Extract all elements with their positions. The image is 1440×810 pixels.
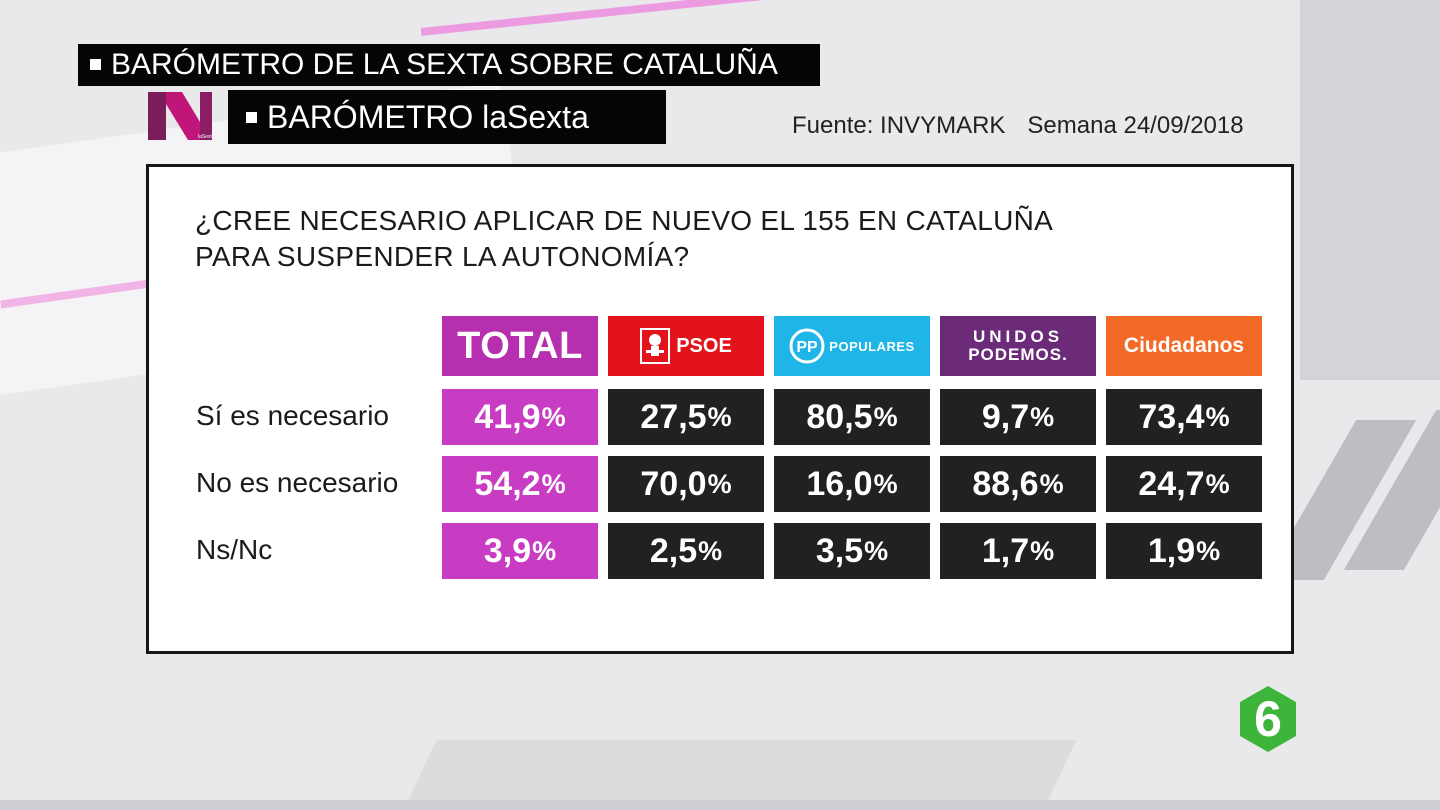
cell-nsnc-podemos: 1,7% [940, 523, 1096, 579]
podemos-label-line1: UNIDOS [972, 327, 1064, 346]
total-label: TOTAL [457, 324, 583, 367]
lasexta-channel-logo: 6 [1240, 686, 1296, 752]
row-label-nsnc: Ns/Nc [196, 534, 273, 565]
cell-nsnc-ciudadanos: 1,9% [1106, 523, 1262, 579]
column-header-total: TOTAL [442, 316, 598, 376]
unit-symbol: % [1205, 468, 1230, 499]
square-bullet-icon [246, 112, 257, 124]
value-nsnc-psoe: 2,5 [649, 531, 698, 570]
value-no-pp: 16,0 [806, 464, 873, 503]
value-nsnc-podemos: 1,7 [981, 531, 1030, 570]
cell-nsnc-psoe: 2,5% [608, 523, 764, 579]
pp-label: POPULARES [829, 338, 915, 354]
square-bullet-icon [90, 58, 101, 70]
unit-symbol: % [864, 535, 889, 566]
cell-no-total: 54,2% [442, 456, 598, 512]
value-no-psoe: 70,0 [640, 464, 707, 503]
value-si-podemos: 9,7 [981, 397, 1030, 436]
cell-nsnc-pp: 3,5% [774, 523, 930, 579]
subtitle-banner: BARÓMETRO laSexta [228, 90, 666, 144]
value-si-psoe: 27,5 [640, 397, 707, 436]
cell-si-psoe: 27,5% [608, 389, 764, 445]
unit-symbol: % [873, 468, 898, 499]
source-line: Fuente: INVYMARK Semana 24/09/2018 [792, 112, 1244, 140]
unit-symbol: % [1196, 535, 1221, 566]
value-no-podemos: 88,6 [972, 464, 1039, 503]
lasexta-noticias-logo: laSexta [148, 92, 212, 140]
question-line-1: ¿CREE NECESARIO APLICAR DE NUEVO EL 155 … [195, 205, 1054, 236]
source-text: Fuente: INVYMARK [792, 112, 1006, 139]
psoe-rose-icon [640, 328, 671, 364]
row-label-si: Sí es necesario [196, 400, 389, 431]
cell-no-podemos: 88,6% [940, 456, 1096, 512]
channel-logo-text: 6 [1254, 691, 1282, 747]
row-label-no: No es necesario [196, 467, 399, 498]
unit-symbol: % [532, 535, 557, 566]
cell-no-psoe: 70,0% [608, 456, 764, 512]
question-title: ¿CREE NECESARIO APLICAR DE NUEVO EL 155 … [195, 203, 1053, 275]
value-si-pp: 80,5 [806, 397, 873, 436]
psoe-label: PSOE [676, 334, 732, 357]
value-nsnc-pp: 3,5 [815, 531, 864, 570]
value-nsnc-ciudadanos: 1,9 [1147, 531, 1196, 570]
unit-symbol: % [707, 401, 732, 432]
unit-symbol: % [1030, 401, 1055, 432]
unit-symbol: % [1030, 535, 1055, 566]
column-header-pp: PP POPULARES [774, 316, 930, 376]
unit-symbol: % [698, 535, 723, 566]
top-title: BARÓMETRO DE LA SEXTA SOBRE CATALUÑA [111, 48, 778, 81]
question-line-2: PARA SUSPENDER LA AUTONOMÍA? [195, 241, 690, 272]
value-si-total: 41,9 [474, 397, 541, 436]
top-title-banner: BARÓMETRO DE LA SEXTA SOBRE CATALUÑA [78, 44, 820, 86]
cell-si-total: 41,9% [442, 389, 598, 445]
value-no-total: 54,2 [474, 464, 541, 503]
column-header-ciudadanos: Ciudadanos [1106, 316, 1262, 376]
cell-si-pp: 80,5% [774, 389, 930, 445]
cell-no-pp: 16,0% [774, 456, 930, 512]
unit-symbol: % [1039, 468, 1064, 499]
value-nsnc-total: 3,9 [483, 531, 532, 570]
unit-symbol: % [541, 468, 566, 499]
pp-mark: PP [797, 339, 819, 356]
unit-symbol: % [707, 468, 732, 499]
cell-nsnc-total: 3,9% [442, 523, 598, 579]
poll-panel: ¿CREE NECESARIO APLICAR DE NUEVO EL 155 … [146, 164, 1294, 654]
cell-si-ciudadanos: 73,4% [1106, 389, 1262, 445]
column-header-podemos: UNIDOS PODEMOS. [940, 316, 1096, 376]
unit-symbol: % [541, 401, 566, 432]
value-si-ciudadanos: 73,4 [1138, 397, 1205, 436]
unit-symbol: % [873, 401, 898, 432]
cell-no-ciudadanos: 24,7% [1106, 456, 1262, 512]
logo-small-text: laSexta [198, 134, 212, 140]
subtitle: BARÓMETRO laSexta [267, 99, 589, 135]
unit-symbol: % [1205, 401, 1230, 432]
ciudadanos-label: Ciudadanos [1123, 334, 1245, 357]
pp-gull-icon: PP [789, 328, 825, 364]
week-text: Semana 24/09/2018 [1027, 112, 1244, 139]
column-header-psoe: PSOE [608, 316, 764, 376]
podemos-label-line2: PODEMOS. [968, 345, 1068, 364]
value-no-ciudadanos: 24,7 [1138, 464, 1205, 503]
cell-si-podemos: 9,7% [940, 389, 1096, 445]
